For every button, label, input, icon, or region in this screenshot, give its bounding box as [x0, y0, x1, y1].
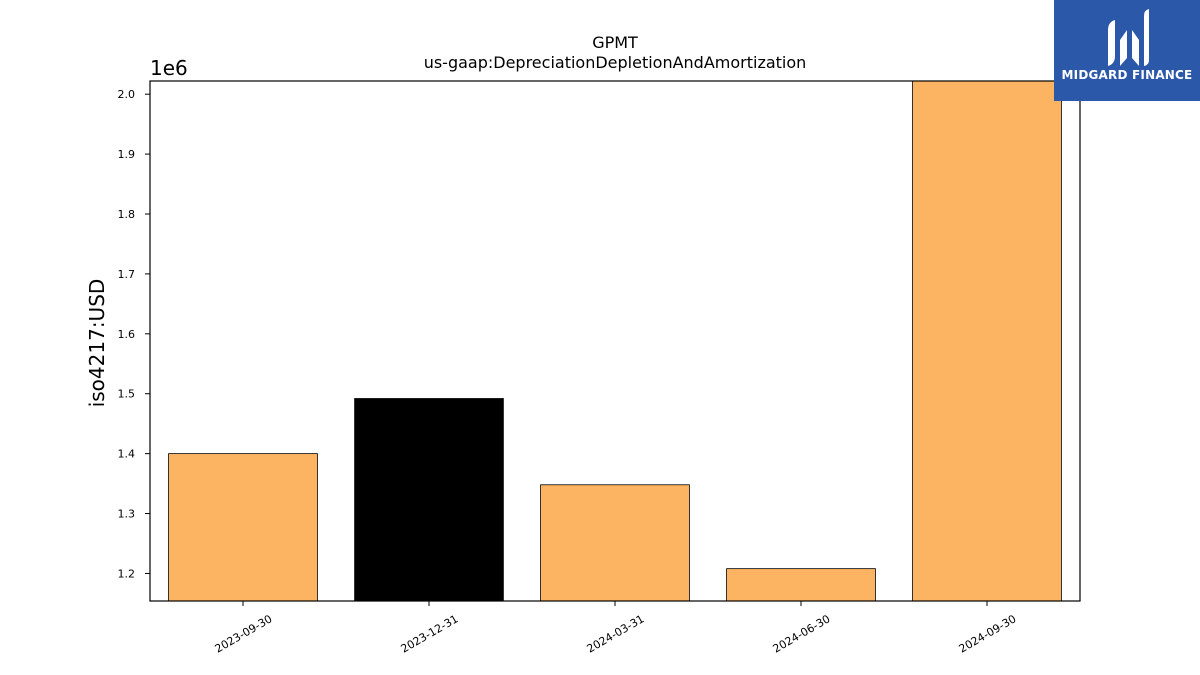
y-tick-label: 1.2 — [118, 567, 136, 580]
y-tick-label: 1.8 — [118, 208, 136, 221]
y-tick-label: 1.9 — [118, 148, 136, 161]
chart-subtitle: us-gaap:DepreciationDepletionAndAmortiza… — [424, 53, 807, 72]
bars-group — [168, 80, 1062, 602]
x-tick-label: 2024-03-31 — [585, 612, 647, 655]
y-ticks-group: 1.2 1.3 1.4 1.5 1.6 1.7 1.8 1.9 2.0 — [118, 88, 150, 580]
y-tick-label: 1.3 — [118, 508, 136, 521]
chart-title: GPMT — [592, 33, 638, 52]
bar-2023-12-31 — [354, 398, 504, 602]
y-axis-label: iso4217:USD — [85, 279, 109, 408]
logo-text: MIDGARD FINANCE — [1061, 68, 1193, 82]
y-tick-label: 1.6 — [118, 328, 136, 341]
bar-2024-06-30 — [726, 568, 876, 602]
x-tick-label: 2023-09-30 — [213, 612, 275, 655]
x-tick-label: 2024-09-30 — [957, 612, 1019, 655]
brand-logo: MIDGARD FINANCE — [1054, 0, 1200, 101]
y-tick-label: 1.7 — [118, 268, 136, 281]
y-tick-label: 1.4 — [118, 448, 136, 461]
bar-2023-09-30 — [168, 453, 318, 602]
plot-frame — [149, 80, 1081, 602]
midgard-logo-icon — [1108, 9, 1149, 66]
y-tick-label: 2.0 — [118, 88, 136, 101]
y-tick-label: 1.5 — [118, 388, 136, 401]
x-ticks-group: 2023-09-30 2023-12-31 2024-03-31 2024-06-30… — [213, 601, 1019, 656]
y-axis-offset-label: 1e6 — [150, 56, 188, 80]
x-tick-label: 2024-06-30 — [771, 612, 833, 655]
bar-2024-09-30 — [912, 80, 1062, 602]
x-tick-label: 2023-12-31 — [399, 612, 461, 655]
bar-2024-03-31 — [540, 484, 690, 602]
